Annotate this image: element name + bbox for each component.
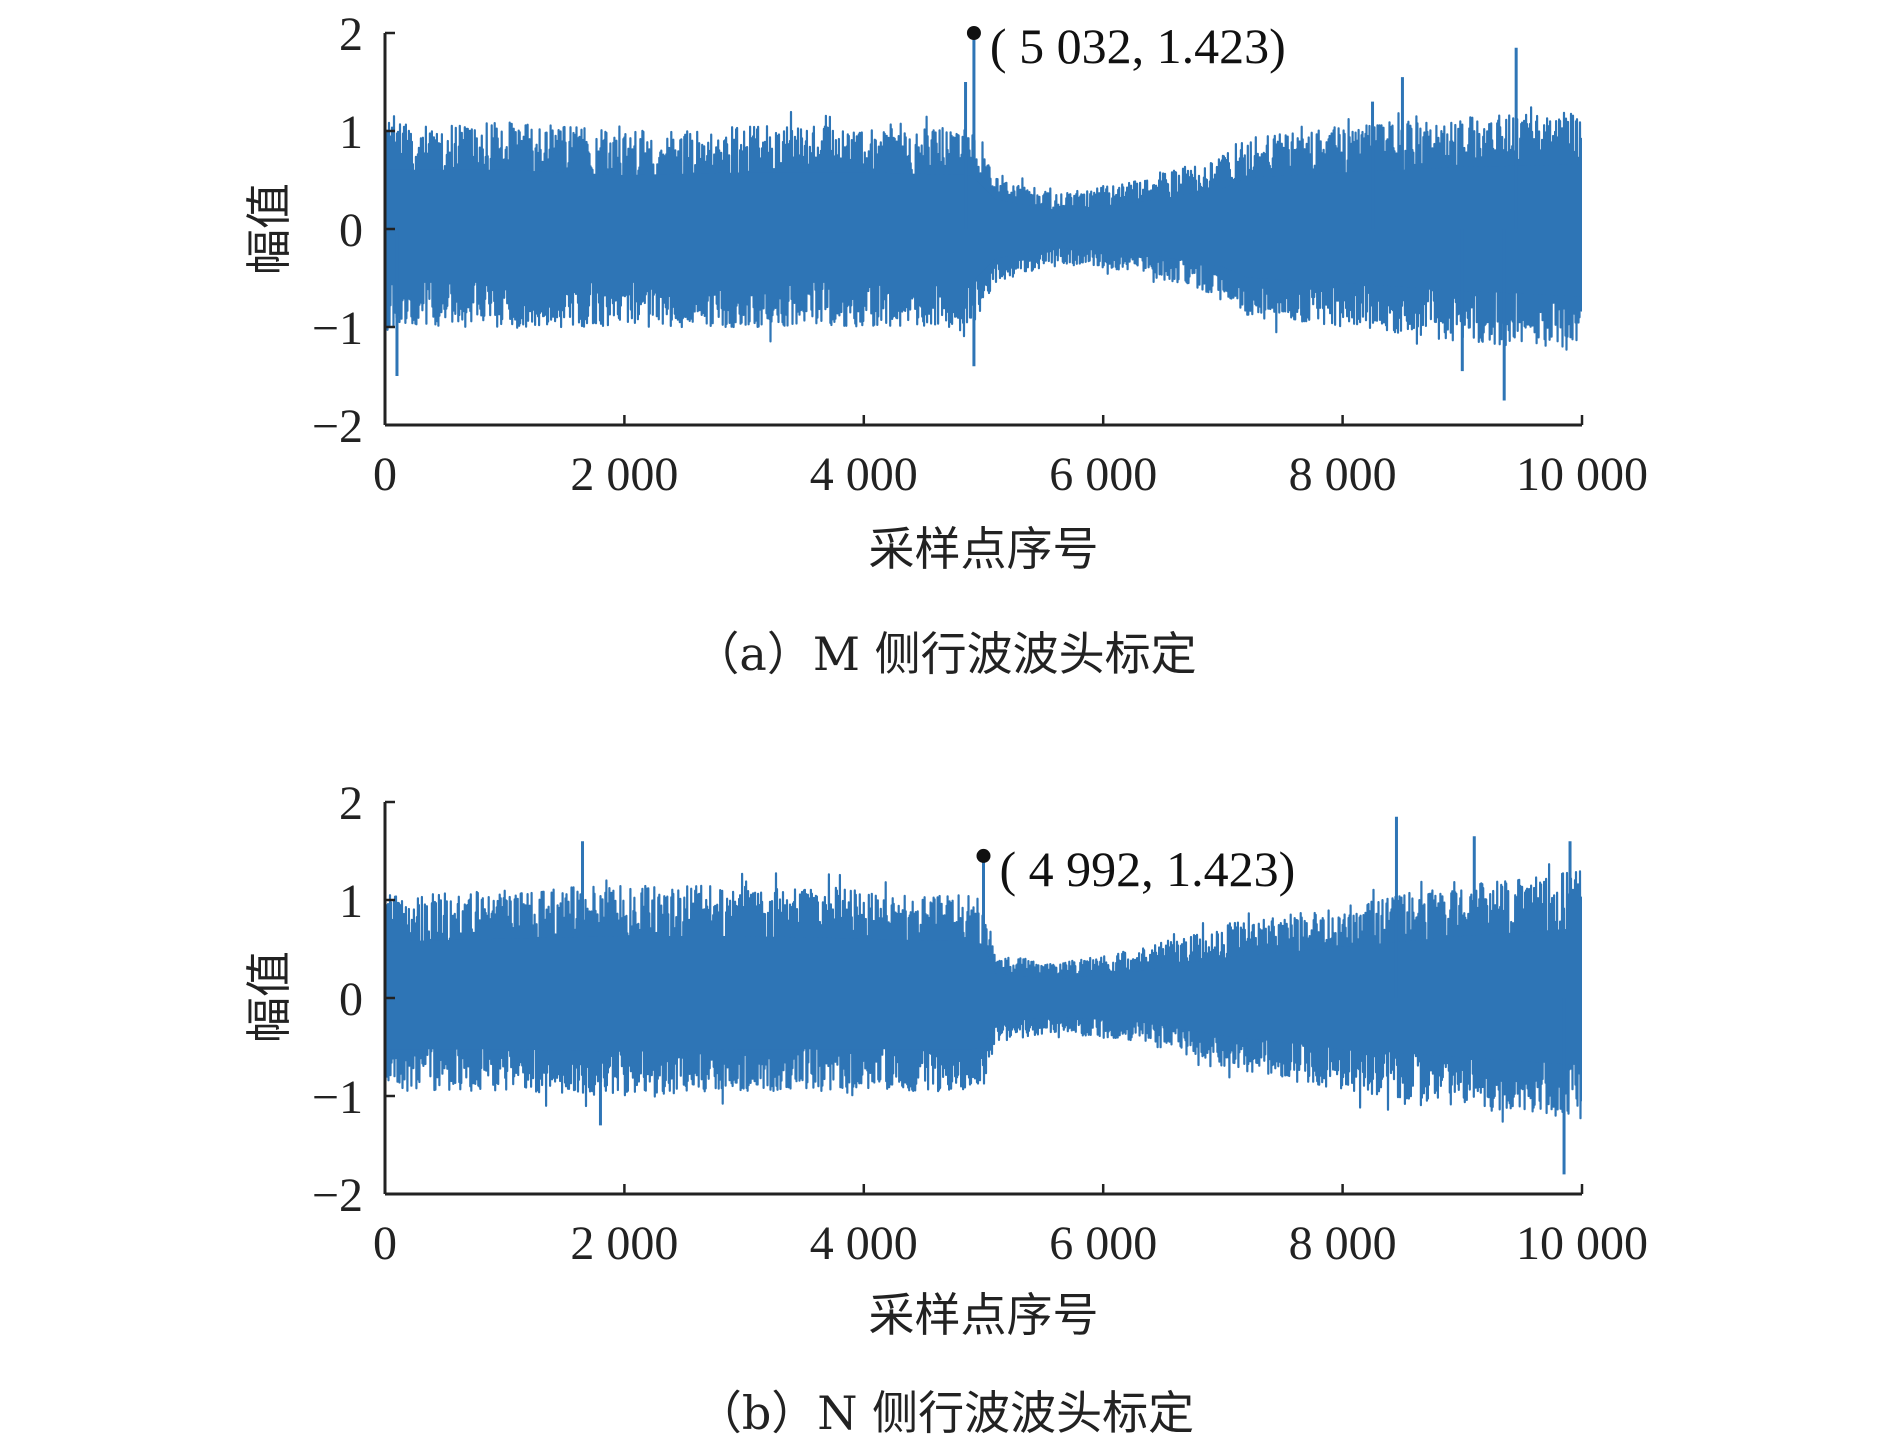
x-axis-title-a: 采样点序号 (869, 522, 1099, 576)
signal-group-a (385, 33, 1582, 401)
y-tick-label-a-3: 1 (339, 106, 363, 159)
x-tick-label-b-4: 8 000 (1289, 1217, 1397, 1270)
y-tick-label-b-1: −1 (312, 1071, 363, 1124)
y-tick-label-a-4: 2 (339, 8, 363, 61)
y-axis-title-b: 幅值 (242, 951, 296, 1043)
caption-b: （b）N 侧行波波头标定 (695, 1386, 1195, 1440)
x-tick-label-a-3: 6 000 (1049, 448, 1157, 501)
x-tick-label-a-1: 2 000 (570, 448, 678, 501)
x-tick-label-b-5: 10 000 (1516, 1217, 1648, 1270)
y-tick-label-b-3: 1 (339, 875, 363, 928)
y-tick-label-a-1: −1 (312, 302, 363, 355)
y-axis-title-a: 幅值 (242, 183, 296, 275)
y-tick-label-b-2: 0 (339, 973, 363, 1026)
y-tick-label-a-2: 0 (339, 204, 363, 257)
x-tick-label-b-1: 2 000 (570, 1217, 678, 1270)
marked-point-b (976, 848, 991, 863)
caption-a: （a）M 侧行波波头标定 (693, 627, 1197, 681)
marked-point-label-b: ( 4 992, 1.423) (1000, 841, 1296, 897)
panel-a: −2 −1 0 1 2 0 2 000 4 000 6 000 8 000 10 000 采样点序号 幅… (0, 0, 1890, 719)
chart-b: −2 −1 0 1 2 0 2 000 4 000 6 000 8 000 10 000 采样点序号 幅… (242, 777, 1648, 1342)
x-tick-label-a-0: 0 (373, 448, 397, 501)
x-tick-label-b-3: 6 000 (1049, 1217, 1157, 1270)
panel-b: −2 −1 0 1 2 0 2 000 4 000 6 000 8 000 10 000 采样点序号 幅… (0, 719, 1890, 1440)
marked-point-a (966, 26, 981, 40)
signal-group-b (385, 816, 1582, 1175)
x-tick-label-a-5: 10 000 (1516, 448, 1648, 501)
x-axis-title-b: 采样点序号 (869, 1288, 1099, 1342)
x-tick-label-b-2: 4 000 (810, 1217, 918, 1270)
y-tick-label-b-0: −2 (312, 1169, 363, 1222)
signal-core-a (385, 164, 1582, 297)
chart-a: −2 −1 0 1 2 0 2 000 4 000 6 000 8 000 10 000 采样点序号 幅… (242, 8, 1648, 576)
marked-point-label-a: ( 5 032, 1.423) (990, 18, 1286, 74)
y-tick-label-b-4: 2 (339, 777, 363, 830)
x-tick-label-b-0: 0 (373, 1217, 397, 1270)
signal-trace-a (385, 106, 1582, 351)
x-tick-label-a-2: 4 000 (810, 448, 918, 501)
y-tick-label-a-0: −2 (312, 400, 363, 453)
x-tick-label-a-4: 8 000 (1289, 448, 1397, 501)
